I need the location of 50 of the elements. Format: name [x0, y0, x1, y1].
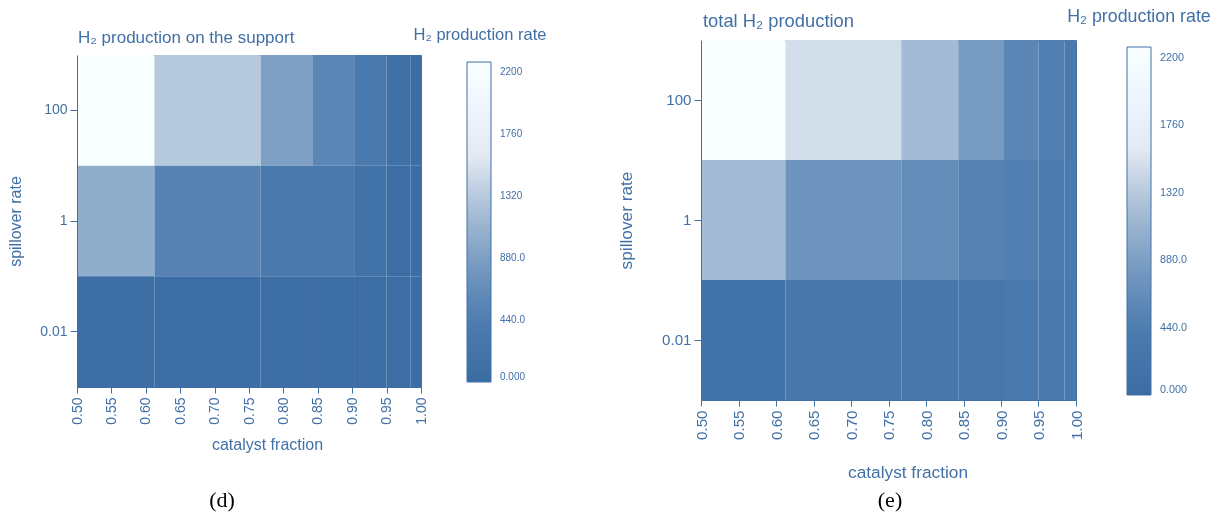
x-tick-label: 0.95	[1030, 410, 1047, 440]
x-tick-label: 0.70	[206, 397, 223, 425]
x-axis-title: catalyst fraction	[848, 461, 968, 482]
x-tick-label: 0.95	[378, 397, 395, 425]
x-tick-label: 0.80	[274, 397, 291, 425]
y-tick-label: 1	[59, 212, 68, 228]
x-tick-label: 0.55	[730, 410, 747, 440]
x-tick-label: 0.90	[992, 410, 1010, 440]
x-tick-label: 0.65	[171, 397, 188, 425]
color-bar-label: 0.000	[500, 371, 526, 382]
color-bar-label: 880.0	[1160, 253, 1188, 266]
chart-title: total H₂ production	[703, 10, 855, 31]
y-tick-label: 0.01	[662, 331, 692, 348]
text: (d)	[209, 487, 235, 513]
color-bar-label: 1320	[500, 189, 523, 201]
color-bar-title: H₂ production rate	[413, 25, 547, 43]
chart-title: H₂ production on the support	[78, 28, 295, 47]
color-bar-label: 1320	[1160, 185, 1185, 198]
x-tick-label: 0.60	[767, 410, 785, 440]
x-tick-label: 0.90	[343, 397, 360, 425]
x-tick-label: 0.50	[692, 410, 710, 440]
x-tick-label: 0.70	[842, 410, 860, 440]
color-bar-label: 0.000	[1160, 383, 1188, 395]
color-bar-label: 1760	[500, 127, 523, 139]
y-axis-title: spillover rate	[616, 171, 637, 270]
x-tick-label: 1.00	[412, 397, 429, 425]
color-bar-label: 1760	[1160, 118, 1185, 131]
x-tick-label: 0.50	[68, 397, 85, 425]
y-tick-label: 0.01	[40, 322, 68, 339]
x-axis-title: catalyst fraction	[211, 435, 324, 453]
x-tick-label: 0.85	[309, 397, 326, 425]
x-tick-label: 0.75	[880, 410, 897, 440]
color-bar-label: 440.0	[1160, 320, 1188, 333]
y-tick-label: 1	[683, 211, 692, 228]
x-tick-label: 0.80	[917, 410, 935, 440]
y-axis-title: spillover rate	[7, 176, 25, 267]
color-bar-label: 440.0	[500, 313, 526, 325]
color-bar-label: 2200	[500, 65, 523, 77]
color-bar-title: H₂ production rate	[1067, 6, 1211, 26]
x-tick-label: 1.00	[1067, 410, 1085, 440]
y-tick-label: 100	[666, 91, 692, 108]
x-tick-label: 0.75	[240, 397, 257, 425]
y-tick-label: 100	[44, 101, 68, 118]
color-bar-label: 2200	[1160, 50, 1185, 63]
x-tick-label: 0.55	[102, 397, 119, 425]
x-tick-label: 0.85	[955, 410, 972, 440]
text: (e)	[877, 487, 903, 513]
x-tick-label: 0.65	[805, 410, 822, 440]
color-bar-label: 880.0	[500, 251, 526, 263]
x-tick-label: 0.60	[137, 397, 154, 425]
